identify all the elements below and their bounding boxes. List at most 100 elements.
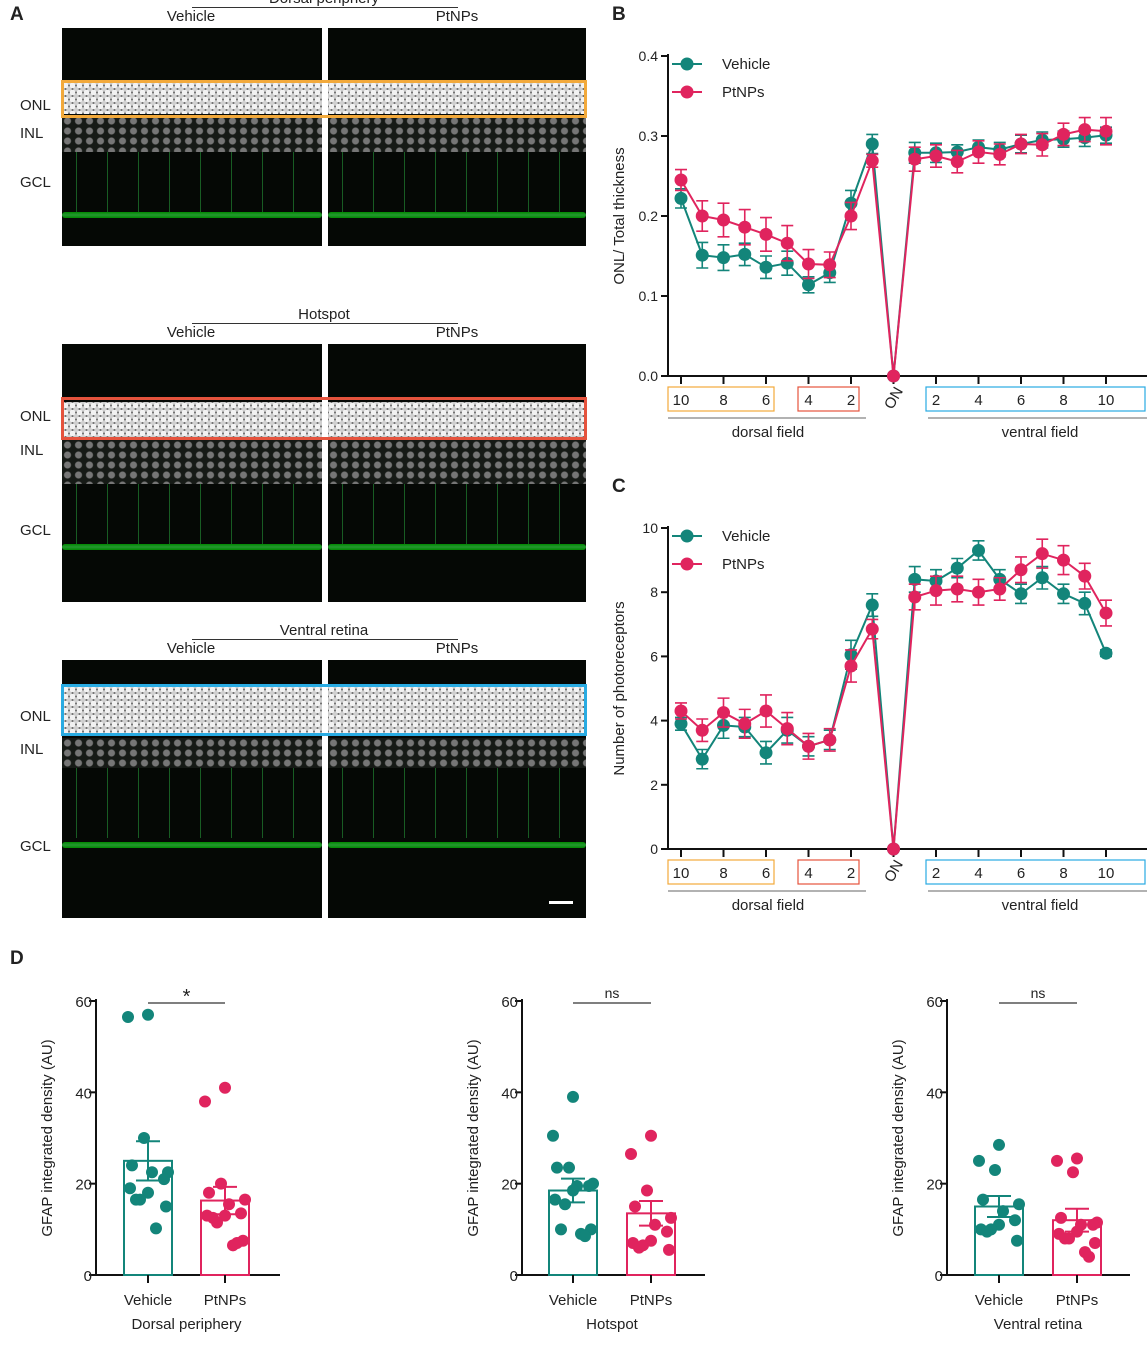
data-point-ptnps [844, 209, 858, 223]
data-point-ptnps [239, 1193, 251, 1206]
condition-label-ptnps: PtNPs [435, 8, 479, 25]
category-label-ptnps: PtNPs [204, 1292, 247, 1309]
data-point-ptnps [1078, 123, 1092, 137]
scale-bar [549, 901, 573, 904]
data-point-ptnps [1035, 547, 1049, 561]
y-tick-label: 2 [650, 777, 658, 793]
data-point-ptnps [865, 154, 879, 168]
data-point-vehicle [158, 1173, 170, 1186]
y-tick-label: 0.1 [639, 288, 659, 304]
data-point-vehicle [567, 1184, 579, 1197]
category-label-ptnps: PtNPs [630, 1292, 673, 1309]
data-point-ptnps [1055, 1211, 1067, 1224]
row-title-line [192, 639, 458, 640]
layer-label-inl: INL [20, 442, 44, 459]
y-tick-label: 0.0 [639, 368, 659, 384]
y-tick-label: 0.2 [639, 208, 659, 224]
data-point-ptnps [207, 1211, 219, 1224]
data-point-ptnps [695, 723, 709, 737]
x-tick-label: 6 [1017, 865, 1025, 882]
onl-nuclei-layer [328, 82, 586, 114]
x-tick-label: 8 [1059, 865, 1067, 882]
gcl-gfap-layer [328, 544, 586, 550]
data-point-vehicle [1014, 587, 1028, 601]
onl-nuclei-layer [328, 686, 586, 734]
data-point-vehicle [567, 1090, 579, 1103]
data-point-vehicle [738, 247, 752, 261]
micrograph-ptnps [328, 344, 586, 602]
data-point-vehicle [124, 1182, 136, 1195]
data-point-vehicle [160, 1200, 172, 1213]
panel-b-letter: B [612, 4, 626, 25]
group-label-ventral: ventral field [1002, 897, 1079, 914]
data-point-ptnps [780, 722, 794, 736]
x-tick-label: 6 [762, 392, 770, 409]
data-point-vehicle [973, 1154, 985, 1167]
data-point-vehicle [695, 752, 709, 766]
data-point-vehicle [717, 251, 730, 265]
x-tick-label: 2 [847, 865, 855, 882]
data-point-ptnps [663, 1243, 675, 1256]
legend-label-ptnps: PtNPs [722, 556, 765, 573]
gfap-fibers [62, 484, 322, 544]
data-point-vehicle [759, 746, 773, 760]
group-label: Hotspot [586, 1316, 639, 1333]
data-point-ptnps [1099, 606, 1113, 620]
data-point-ptnps [625, 1147, 637, 1160]
inl-nuclei-layer [328, 440, 586, 484]
data-point-ptnps [665, 1211, 677, 1224]
y-axis-label: GFAP integrated density (AU) [39, 1039, 56, 1236]
legend-label-ptnps: PtNPs [722, 84, 765, 101]
gcl-gfap-layer [328, 212, 586, 218]
category-label-vehicle: Vehicle [124, 1292, 172, 1309]
data-point-ptnps [929, 584, 943, 598]
layer-label-onl: ONL [20, 97, 51, 114]
condition-label-vehicle: Vehicle [166, 8, 216, 25]
data-point-vehicle [551, 1161, 563, 1174]
data-point-vehicle [865, 598, 879, 612]
y-tick-label: 0.4 [639, 48, 659, 64]
data-point-ptnps [235, 1207, 247, 1220]
panel-c-letter: C [612, 476, 626, 497]
y-tick-label: 20 [75, 1177, 92, 1194]
category-label-vehicle: Vehicle [549, 1292, 597, 1309]
data-point-ptnps [1051, 1154, 1063, 1167]
data-point-ptnps [1014, 563, 1028, 577]
data-point-ptnps [203, 1186, 215, 1199]
data-point-vehicle [977, 1193, 989, 1206]
legend-marker-vehicle [680, 529, 694, 543]
data-point-vehicle [563, 1161, 575, 1174]
x-tick-label: 10 [1098, 392, 1115, 409]
gfap-fibers [62, 152, 322, 212]
onl-highlight-box [61, 397, 587, 440]
y-tick-label: 0 [935, 1268, 943, 1285]
significance-label: ns [1031, 985, 1046, 1001]
y-tick-label: 6 [650, 648, 658, 664]
inl-nuclei-layer [328, 738, 586, 768]
data-point-ptnps [1057, 127, 1070, 141]
y-tick-label: 0.3 [639, 128, 659, 144]
x-tick-label: 6 [1017, 392, 1025, 409]
x-tick-label: 10 [673, 865, 690, 882]
data-point-vehicle [674, 717, 688, 731]
data-point-vehicle [150, 1222, 162, 1235]
data-point-ptnps [717, 706, 730, 720]
inl-nuclei-layer [62, 440, 322, 484]
data-point-vehicle [865, 137, 879, 151]
layer-label-gcl: GCL [20, 522, 51, 539]
data-point-ptnps [738, 220, 752, 234]
data-point-vehicle [674, 191, 688, 205]
micrograph-vehicle [62, 344, 322, 602]
data-point-vehicle [122, 1010, 134, 1023]
x-tick-label: 10 [673, 392, 690, 409]
y-tick-label: 10 [642, 520, 658, 536]
data-point-ptnps [1057, 553, 1070, 567]
data-point-vehicle [547, 1129, 559, 1142]
data-point-ptnps [1078, 569, 1092, 583]
data-point-ptnps [674, 173, 688, 187]
data-point-ptnps [1071, 1152, 1083, 1165]
legend-label-vehicle: Vehicle [722, 528, 770, 545]
data-point-ptnps [738, 717, 752, 731]
data-point-ptnps [929, 149, 943, 163]
